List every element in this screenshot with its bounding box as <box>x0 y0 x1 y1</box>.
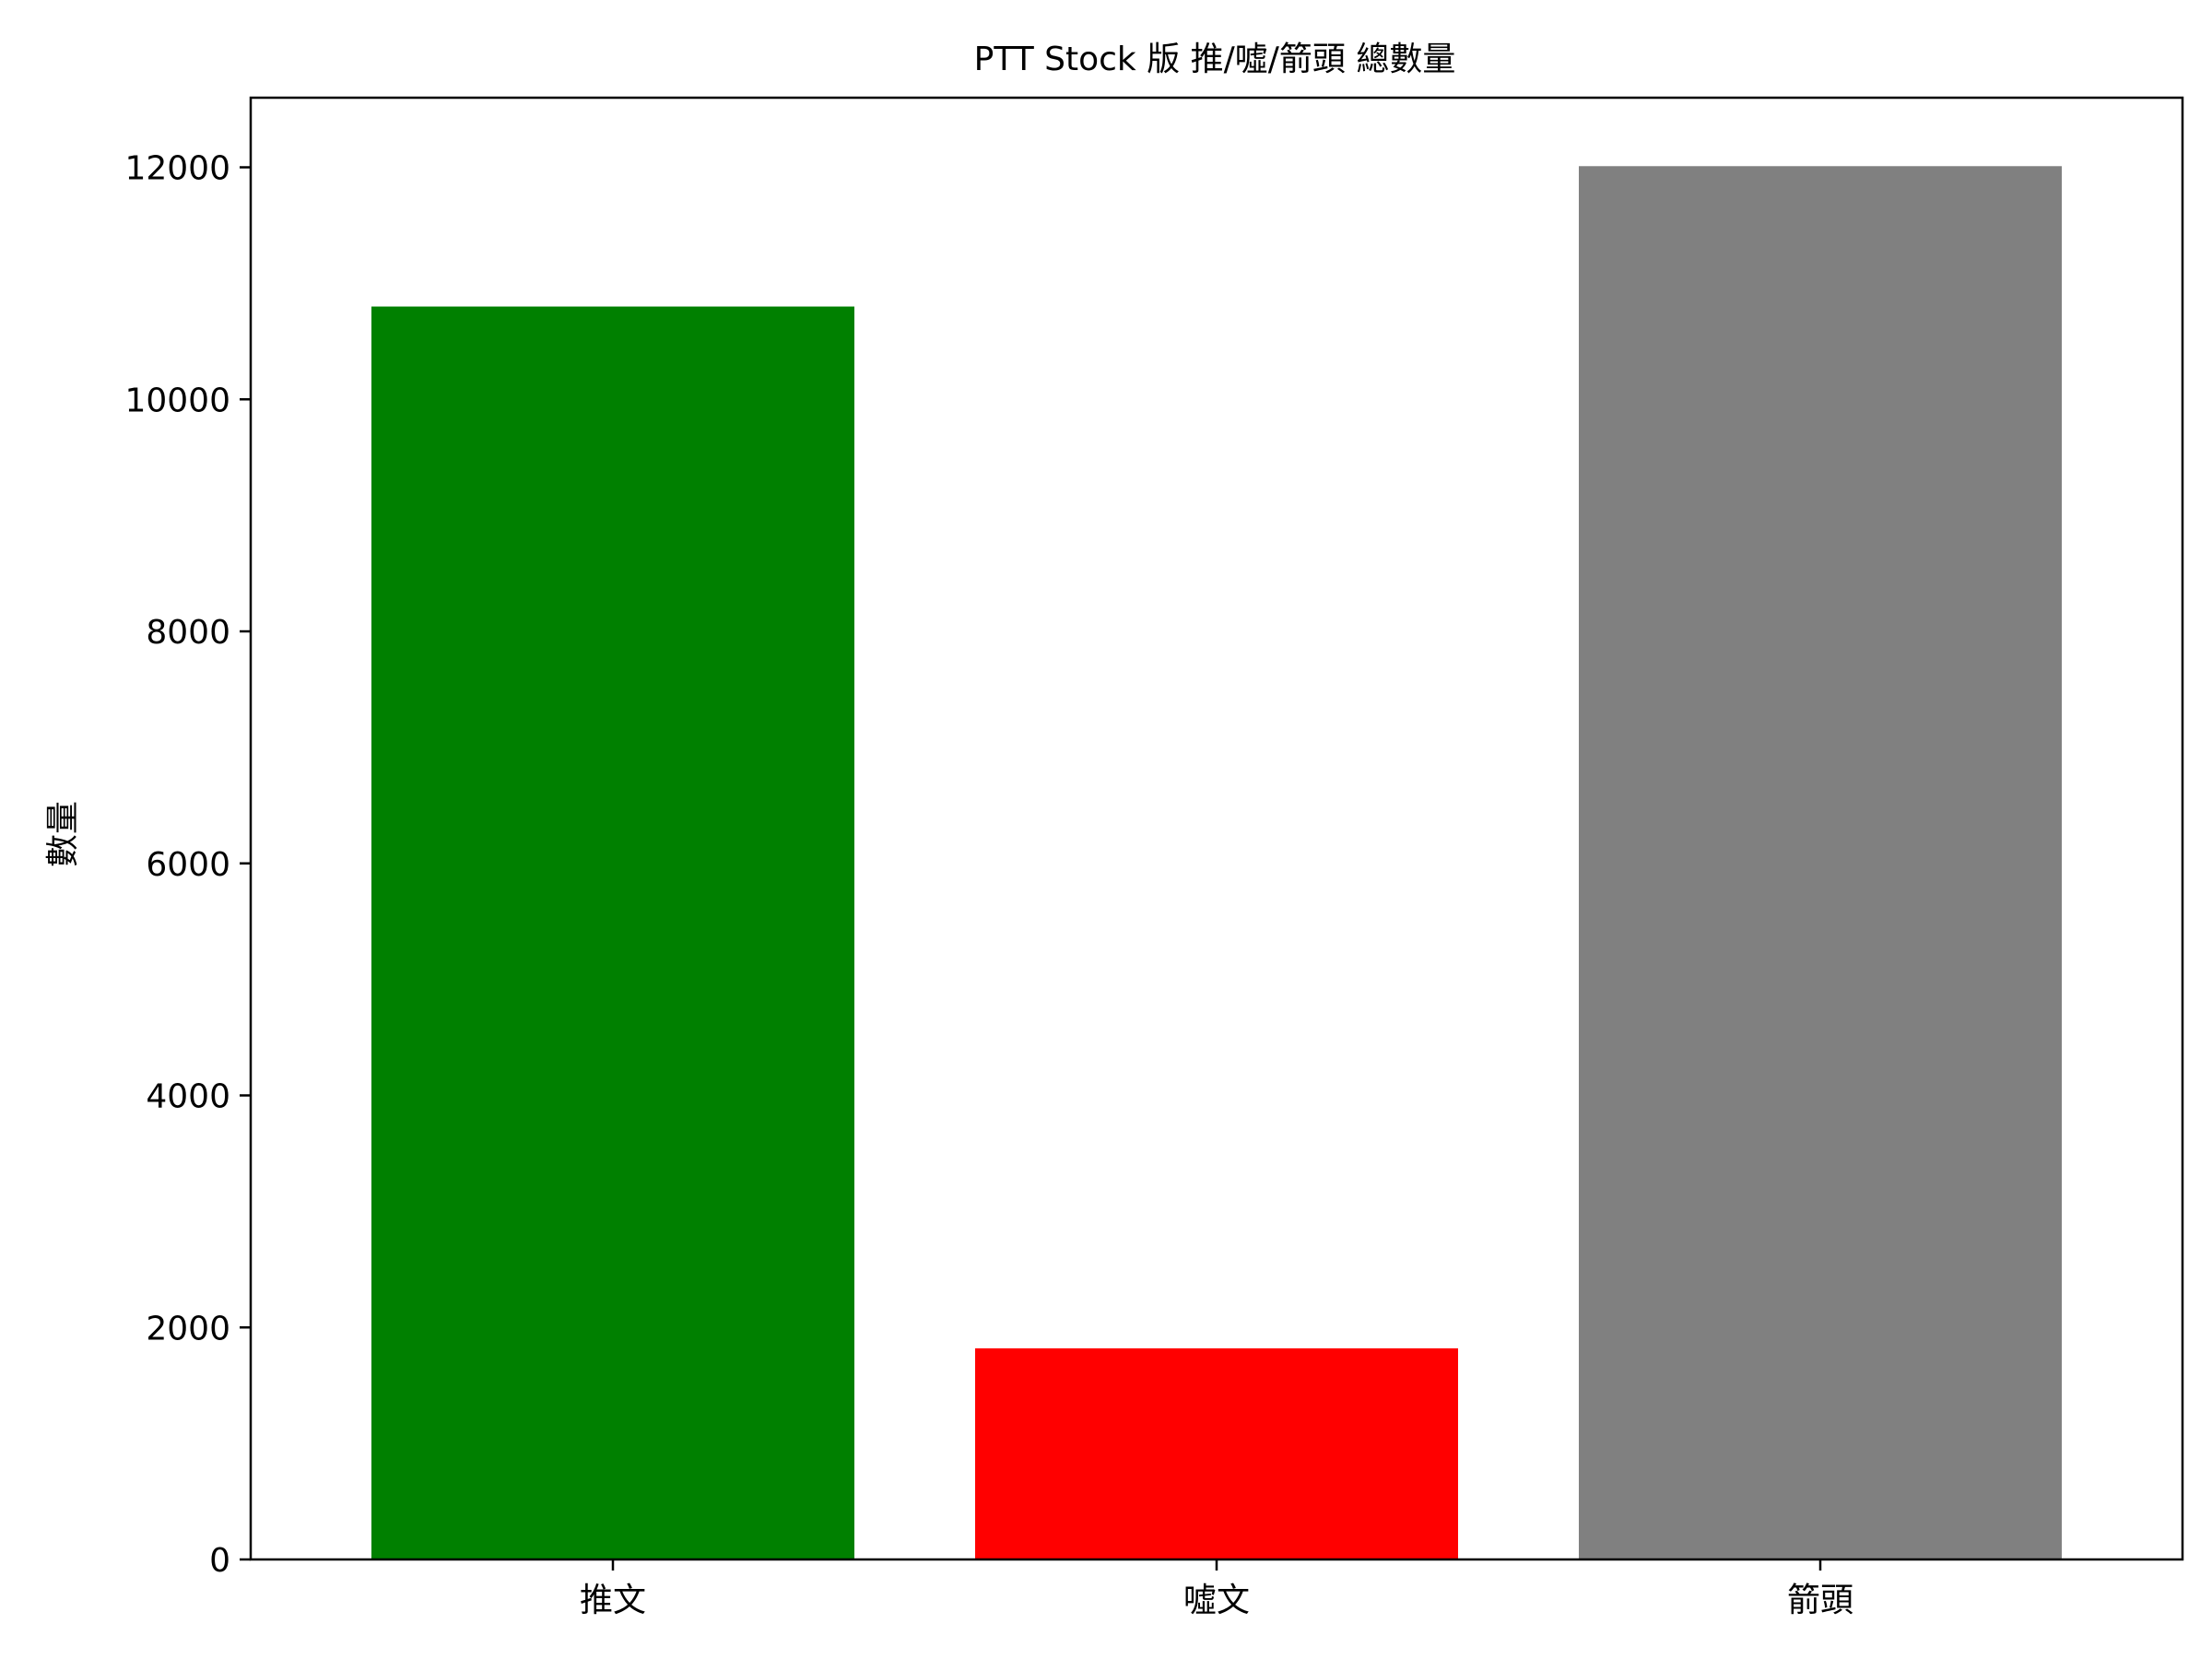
y-axis-ticks: 0 2000 4000 6000 8000 10000 12000 <box>124 150 251 1580</box>
x-tick-label: 噓文 <box>1183 1582 1250 1619</box>
y-tick-label: 10000 <box>124 382 230 419</box>
chart-title: PTT Stock 版 推/噓/箭頭 總數量 <box>974 41 1456 78</box>
y-tick-label: 4000 <box>146 1078 230 1116</box>
y-tick-label: 0 <box>209 1542 230 1580</box>
y-axis-label: 數量 <box>44 801 82 867</box>
x-tick-label: 推文 <box>580 1582 646 1619</box>
y-tick-label: 2000 <box>146 1310 230 1347</box>
plot-area-frame <box>249 96 2184 1561</box>
y-tick-label: 6000 <box>146 846 230 884</box>
bar-1 <box>371 306 854 1560</box>
bars-layer <box>371 166 2062 1560</box>
y-tick-label: 8000 <box>146 614 230 652</box>
y-tick-label: 12000 <box>124 150 230 188</box>
x-axis-ticks: 推文 噓文 箭頭 <box>580 1559 1853 1619</box>
bar-3 <box>1579 166 2062 1559</box>
bar-2 <box>975 1347 1458 1559</box>
x-tick-label: 箭頭 <box>1787 1582 1853 1619</box>
